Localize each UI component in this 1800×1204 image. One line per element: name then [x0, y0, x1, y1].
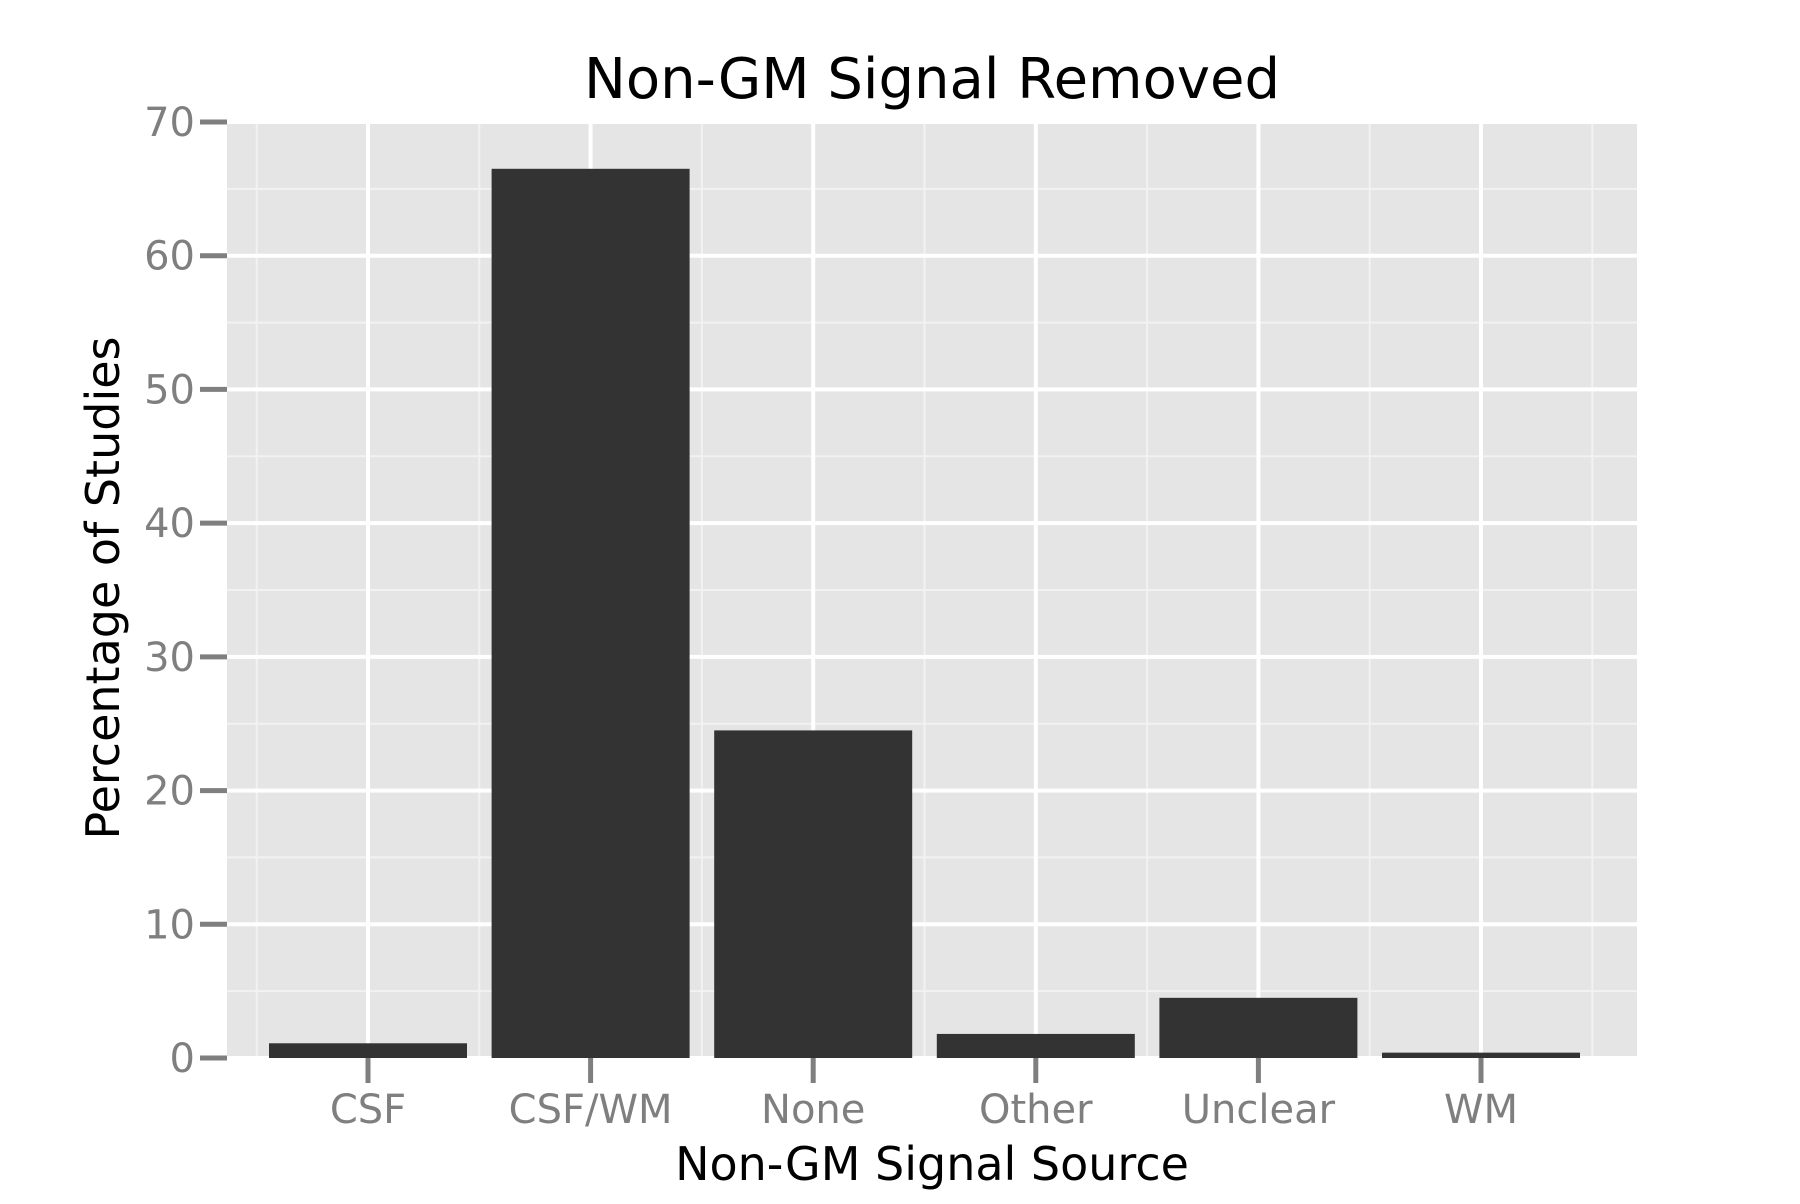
y-tick-label: 20 [144, 769, 195, 815]
x-axis-title: Non-GM Signal Source [675, 1137, 1189, 1191]
y-tick-label: 10 [144, 902, 195, 948]
y-axis-title: Percentage of Studies [76, 337, 130, 840]
y-axis: 0 10 20 30 40 50 60 70 [144, 100, 227, 1082]
y-tick-label: 40 [144, 501, 195, 547]
chart-title: Non-GM Signal Removed [584, 47, 1280, 112]
bar-unclear [1159, 997, 1358, 1058]
minor-gridlines [227, 122, 1637, 1058]
bar-wm [1382, 1052, 1580, 1058]
x-tick-label: CSF/WM [509, 1087, 673, 1133]
bar-other [936, 1033, 1135, 1058]
x-tick-label: WM [1444, 1087, 1518, 1133]
bar-csf-wm [491, 168, 690, 1059]
bar-none [714, 730, 913, 1058]
y-tick-label: 60 [144, 234, 195, 280]
bars [269, 168, 1580, 1059]
x-tick-label: CSF [330, 1087, 406, 1133]
y-tick-label: 30 [144, 635, 195, 681]
x-tick-label: Other [979, 1087, 1093, 1133]
y-tick-label: 0 [170, 1036, 195, 1082]
bar-csf [269, 1043, 467, 1058]
x-tick-label: Unclear [1182, 1087, 1336, 1133]
x-tick-label: None [761, 1087, 865, 1133]
x-axis: CSF CSF/WM None Other Unclear WM [330, 1058, 1518, 1133]
y-tick-label: 70 [144, 100, 195, 146]
y-tick-label: 50 [144, 367, 195, 413]
